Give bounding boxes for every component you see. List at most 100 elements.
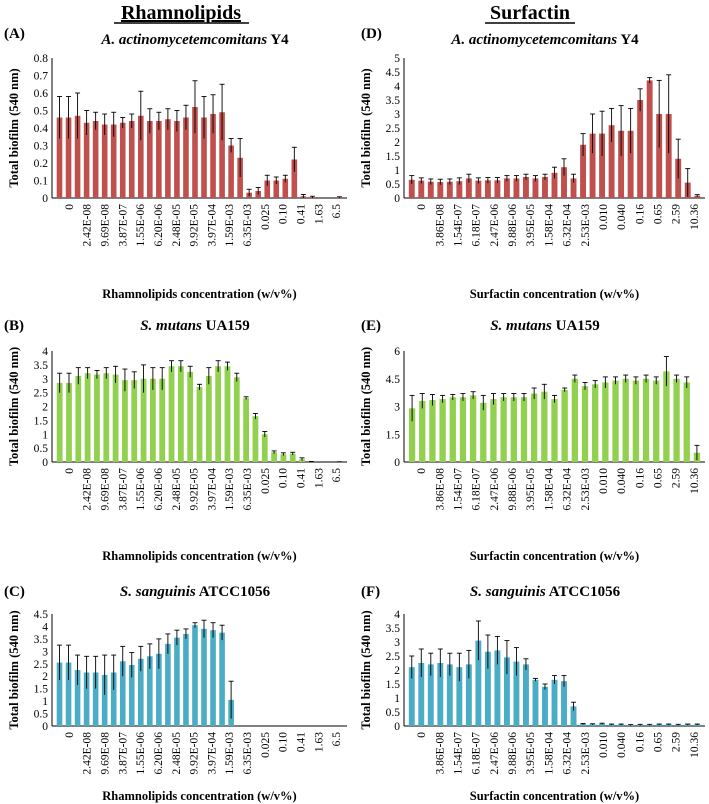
x-tick-label: 2.42E-08 [82,732,94,775]
bar [264,180,271,198]
bar [131,380,138,462]
chart-panel: (F) S. sanguinis ATCC1056 0 0.5 1 1.5 2 2.5 3 3.5… [359,584,705,803]
y-tick-label: 3 [42,646,48,658]
chart-panel: (E) S. mutans UA159 0 1.5 3 4.5 6 Total biofilm… [359,318,705,563]
bar [618,724,625,726]
y-tick-label: 3 [394,109,400,121]
bar [531,393,538,462]
bar [174,121,180,198]
x-tick-label: 0 [416,204,428,210]
x-tick-label: 6.5 [331,204,343,219]
bar [551,399,558,462]
bar [592,384,599,462]
bar [101,124,108,198]
panel-label: (C) [4,584,25,600]
bar [149,378,156,462]
bar [408,179,415,198]
bar [140,378,147,462]
chart-title-species: S. sanguinis [470,584,546,600]
x-tick-label: 6.20E-06 [153,204,165,247]
bar [581,386,589,462]
chart-title: S. mutans UA159 [140,318,250,334]
bar [427,664,434,726]
x-tick-label: 6.18E-07 [471,732,483,775]
y-tick-label: 4 [394,81,400,93]
bar [56,117,63,198]
x-tick-label: 0.10 [278,468,290,488]
bar [683,382,690,462]
chart-title-strain: Y4 [617,32,639,48]
x-tick-label: 0.41 [295,204,307,224]
bar [532,178,539,198]
x-tick-label: 0.040 [616,732,628,758]
x-tick-label: 0.010 [598,468,610,494]
y-tick-label: 3.5 [34,360,49,372]
x-tick-label: 2.53E-03 [580,204,592,247]
x-tick-label: 6.20E-06 [153,468,165,511]
x-tick-label: 9.88E-06 [507,732,519,775]
bar [484,651,491,726]
chart-title-strain: ATCC1056 [196,584,271,600]
bar [465,664,472,726]
x-tick-label: 2.47E-06 [489,732,501,775]
bar [646,80,653,198]
chart-title: S. mutans UA159 [490,318,600,334]
bar [523,664,529,726]
bar [427,181,434,198]
bar [83,672,90,726]
bar [503,657,510,726]
x-tick-label: 10.36 [689,732,701,758]
bar [66,382,72,462]
bar [183,117,189,198]
y-tick-label: 0 [42,721,48,733]
bar [589,724,596,726]
x-tick-label: 3.97E-04 [206,468,218,511]
bar [570,706,577,726]
x-tick-label: 1.58E-04 [543,204,555,247]
y-tick-label: 1.5 [386,679,401,691]
x-axis-label: Rhamnolipids concentration (w/v%) [102,287,296,301]
bar [201,628,207,726]
bar [500,397,507,462]
x-tick-label: 3.86E-08 [434,468,446,511]
bar [429,400,436,462]
x-tick-label: 6.20E-06 [153,732,165,775]
bar [602,382,609,462]
y-tick-label: 4 [42,621,48,633]
panel-label: (D) [361,26,382,42]
bar [419,400,426,462]
x-tick-label: 6.35E-03 [242,732,254,775]
chart-title-strain: UA159 [202,318,250,334]
bar [542,686,548,726]
x-tick-label: 9.69E-08 [100,468,112,511]
bar [128,121,135,198]
x-tick-label: 0.65 [653,468,665,488]
y-tick-label: 2.5 [386,651,401,663]
bar [112,374,119,462]
bar [147,656,153,726]
y-tick-label: 1.5 [386,429,401,441]
bar [103,373,110,462]
x-tick-label: 2.48E-05 [171,204,183,247]
x-tick-label: 0.65 [653,204,665,224]
bar [561,167,567,198]
bar [589,133,596,198]
y-tick-label: 5 [394,53,400,65]
y-tick-label: 0.5 [34,106,49,118]
x-tick-label: 3.97E-04 [206,204,218,247]
bar [65,117,72,198]
header-surfactin: Surfactin [490,2,570,24]
bar [656,724,663,726]
y-tick-label: 4.5 [386,67,401,79]
bar [446,664,453,726]
bar [599,723,606,726]
x-tick-label: 1.54E-07 [452,468,464,511]
x-tick-label: 9.92E-05 [189,468,201,511]
y-tick-label: 2 [42,402,48,414]
x-tick-label: 1.59E-03 [224,732,236,775]
x-tick-label: 3.87E-07 [117,732,129,775]
y-tick-label: 0 [394,457,400,469]
x-tick-label: 2.59 [671,204,683,224]
bar [608,724,615,726]
y-axis-label: Total biofilm (540 nm) [359,347,373,466]
